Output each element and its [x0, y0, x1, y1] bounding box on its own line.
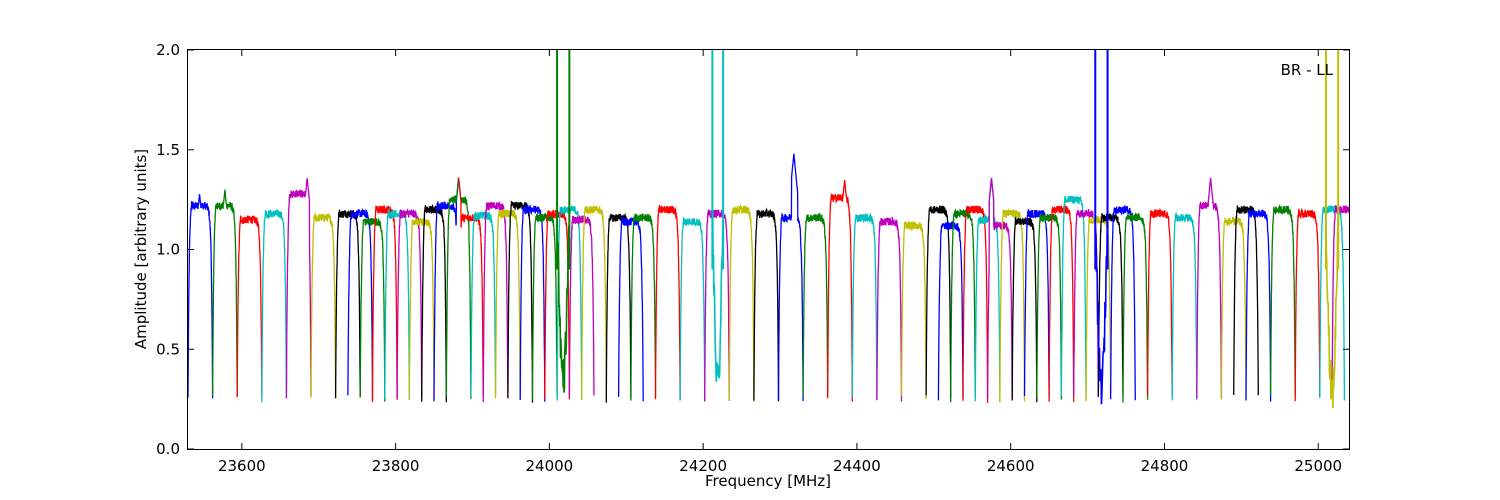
channel-trace [1220, 216, 1247, 401]
x-tick-label: 23600 [218, 457, 266, 475]
y-tick-label: 1.5 [156, 141, 180, 159]
y-tick-label: 0.0 [156, 440, 180, 458]
channel-trace [937, 220, 964, 401]
channel-trace [445, 177, 472, 399]
channel-trace [187, 194, 214, 399]
plot-frame [187, 49, 1350, 450]
x-tick-label: 24800 [1141, 457, 1189, 475]
channel-trace [310, 212, 337, 399]
notch-trace [556, 223, 571, 393]
channel-trace [827, 180, 853, 402]
channel-trace [581, 204, 607, 401]
channel-trace [568, 215, 595, 397]
x-tick-label: 25000 [1294, 457, 1342, 475]
channel-trace [211, 189, 238, 397]
channel-trace [1171, 212, 1198, 401]
channel-trace [802, 212, 829, 397]
channel-trace [1331, 204, 1350, 399]
channel-trace [261, 209, 288, 403]
channel-trace [851, 212, 878, 401]
channel-trace [962, 205, 989, 404]
x-tick-label: 23800 [372, 457, 420, 475]
channel-trace [1011, 215, 1038, 403]
channel-trace [728, 204, 755, 402]
channel-trace [1245, 208, 1272, 402]
panel-annotation: BR - LL [1281, 61, 1334, 79]
channel-trace [617, 216, 644, 402]
channel-trace [334, 209, 361, 399]
channel-trace [753, 207, 780, 402]
notch-trace [1325, 213, 1339, 409]
x-axis-ticks: 23600 23800 24000 24200 24400 24600 24800 25000 [218, 50, 1342, 475]
channel-trace [359, 218, 386, 402]
notch-trace [1094, 193, 1109, 405]
x-tick-label: 24400 [833, 457, 881, 475]
channel-trace [1109, 204, 1136, 401]
channel-trace [704, 209, 730, 402]
channel-trace [986, 178, 1013, 399]
channel-trace [421, 203, 447, 403]
channel-trace [494, 208, 521, 401]
channel-trace [777, 153, 804, 402]
y-tick-label: 0.5 [156, 340, 180, 358]
y-axis-ticks: 0.0 0.5 1.0 1.5 2.0 [156, 41, 1349, 458]
y-tick-label: 2.0 [156, 41, 180, 59]
y-tick-label: 1.0 [156, 241, 180, 259]
channel-trace [1060, 195, 1087, 399]
channel-trace [876, 216, 903, 402]
channel-trace [470, 211, 497, 397]
channel-trace [347, 207, 374, 400]
channel-traces [187, 50, 1350, 409]
channel-trace [408, 217, 435, 402]
channel-trace [630, 213, 657, 401]
x-axis-label: Frequency [MHz] [705, 472, 831, 490]
channel-trace [1196, 178, 1223, 399]
channel-trace [1122, 212, 1149, 403]
channel-trace [433, 177, 460, 401]
channel-trace [1269, 204, 1296, 397]
notch-trace [711, 207, 724, 382]
channel-trace [925, 205, 952, 398]
channel-trace [1294, 207, 1321, 402]
channel-trace [950, 208, 976, 403]
x-tick-label: 24000 [526, 457, 574, 475]
channel-trace [285, 178, 312, 399]
x-tick-label: 24200 [679, 457, 727, 475]
channel-trace [900, 220, 927, 400]
channel-trace [236, 215, 263, 398]
channel-trace [1146, 207, 1173, 396]
x-tick-label: 24600 [987, 457, 1035, 475]
y-axis-label: Amplitude [arbitrary units] [132, 149, 150, 349]
channel-trace [1097, 212, 1124, 397]
channel-trace [531, 212, 558, 401]
channel-trace [457, 177, 484, 398]
channel-trace [654, 204, 681, 401]
channel-trace [679, 217, 706, 401]
channel-trace [1036, 213, 1063, 400]
channel-trace [1048, 203, 1075, 402]
